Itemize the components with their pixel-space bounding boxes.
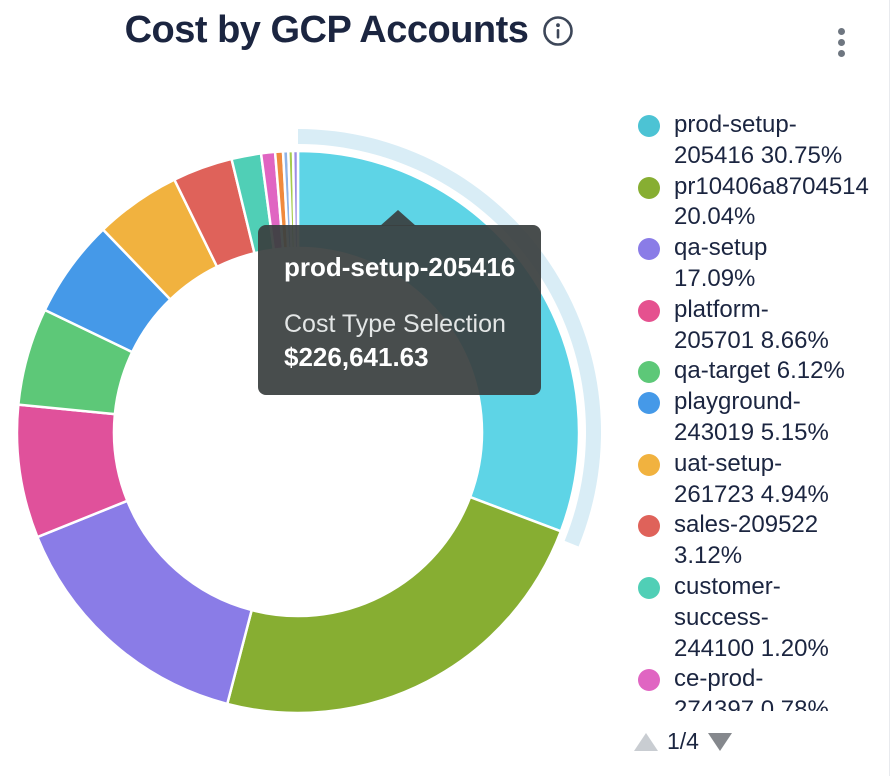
legend-swatch-icon — [638, 453, 660, 476]
legend-swatch-icon — [638, 176, 660, 199]
legend-item[interactable]: playground- 243019 5.15% — [638, 387, 889, 449]
tooltip-metric-label: Cost Type Selection — [284, 310, 506, 338]
legend-label: qa-target 6.12% — [674, 357, 845, 385]
legend-item[interactable]: customer-success- 244100 1.20% — [638, 572, 889, 664]
legend-item[interactable]: pr10406a8704514 20.04% — [638, 172, 889, 234]
legend-pager: 1/4 — [634, 728, 732, 755]
tooltip-arrow — [380, 210, 416, 226]
legend-label: prod-setup- 205416 30.75% — [674, 111, 843, 169]
tooltip-value: $226,641.63 — [284, 342, 429, 372]
legend-swatch-icon — [638, 299, 660, 322]
legend-page-up-icon[interactable] — [634, 732, 658, 751]
widget-header: Cost by GCP Accounts — [0, 8, 700, 54]
legend-swatch-icon — [638, 515, 660, 538]
legend-swatch-icon — [638, 669, 660, 692]
legend-page-indicator: 1/4 — [667, 728, 699, 754]
legend-label: platform- 205701 8.66% — [674, 295, 829, 354]
legend-label: playground- 243019 5.15% — [674, 388, 829, 446]
legend-label: sales-209522 3.12% — [674, 511, 819, 570]
legend-item[interactable]: platform- 205701 8.66% — [638, 295, 889, 357]
legend-item[interactable]: qa-setup 17.09% — [638, 233, 889, 295]
legend-label: qa-setup 17.09% — [674, 234, 768, 292]
donut-chart — [15, 129, 602, 715]
chart-tooltip: prod-setup-205416 Cost Type Selection $2… — [258, 210, 541, 395]
pie-segment-pr10406a8704514[interactable] — [226, 495, 563, 715]
legend: prod-setup- 205416 30.75% pr10406a8704514 2… — [638, 110, 889, 711]
legend-swatch-icon — [638, 576, 660, 599]
pie-segment-qa-setup[interactable] — [36, 499, 253, 706]
page-title: Cost by GCP Accounts — [124, 9, 529, 51]
legend-label: customer-success- 244100 1.20% — [674, 572, 829, 662]
legend-label: uat-setup- 261723 4.94% — [674, 449, 829, 508]
tooltip-title: prod-setup-205416 — [284, 252, 516, 282]
legend-swatch-icon — [638, 392, 660, 415]
legend-swatch-icon — [638, 115, 660, 137]
legend-swatch-icon — [638, 361, 660, 384]
legend-page-down-icon[interactable] — [707, 732, 732, 751]
kebab-menu-icon[interactable] — [826, 18, 856, 66]
legend-item[interactable]: uat-setup- 261723 4.94% — [638, 449, 889, 511]
legend-label: ce-prod- 274397 0.78% — [674, 665, 829, 711]
legend-item[interactable]: sales-209522 3.12% — [638, 510, 889, 572]
legend-item[interactable]: qa-target 6.12% — [638, 356, 889, 387]
info-icon[interactable] — [541, 14, 575, 48]
legend-label: pr10406a8704514 20.04% — [674, 172, 869, 231]
legend-item[interactable]: prod-setup- 205416 30.75% — [638, 110, 889, 172]
legend-swatch-icon — [638, 238, 660, 261]
legend-item[interactable]: ce-prod- 274397 0.78% — [638, 664, 889, 711]
